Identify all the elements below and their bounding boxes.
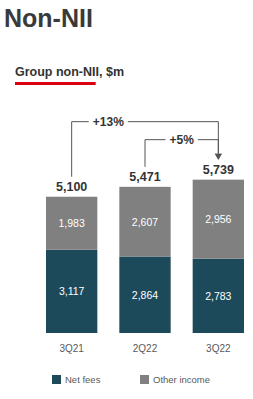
- x-tick-label: 3Q21: [59, 343, 84, 354]
- bar-segment: [119, 187, 170, 257]
- data-labels: 3,117 2,864 2,783 1,983 2,607 2,956: [59, 213, 232, 302]
- bar-segment: [46, 197, 97, 250]
- bars: [46, 180, 244, 333]
- total-label: 5,739: [203, 163, 234, 177]
- data-label: 3,117: [59, 285, 85, 297]
- subtitle: Group non-NII, $m: [15, 65, 124, 79]
- annotation-bracket: [198, 140, 218, 154]
- x-tick: 3Q22: [206, 343, 231, 354]
- annotation-text: +5%: [169, 133, 194, 147]
- data-label: 2,956: [205, 213, 231, 225]
- chart: Non-NII Group non-NII, $m 3,117 2,864 2,783 1…: [0, 0, 253, 399]
- total-label: 5,471: [129, 170, 160, 184]
- bar-segment: [46, 250, 97, 333]
- title: Non-NII: [4, 4, 93, 32]
- total-label: 5,100: [56, 180, 87, 194]
- annotation-arrow: [215, 154, 222, 160]
- annotation-arrow: [215, 154, 222, 160]
- annotation-text: +13%: [93, 115, 124, 129]
- subtitle-underline: [15, 82, 96, 85]
- legend-swatch: [140, 375, 149, 384]
- data-label: 2,864: [132, 289, 158, 301]
- legend-label: Other income: [153, 374, 210, 385]
- bar-segment: [193, 259, 244, 333]
- legend-label: Net fees: [65, 374, 101, 385]
- legend-swatch: [52, 375, 61, 384]
- annotation-bracket: [145, 140, 165, 167]
- x-tick-label: 2Q22: [133, 343, 158, 354]
- data-label: 2,783: [205, 290, 231, 302]
- legend: Net fees Other income: [52, 374, 210, 385]
- x-axis: 3Q21 2Q22 3Q22: [59, 343, 231, 354]
- x-tick: 2Q22: [133, 343, 158, 354]
- bar-segment: [119, 256, 170, 333]
- x-tick: 3Q21: [59, 343, 84, 354]
- totals: 5,100 5,471 5,739: [56, 163, 234, 194]
- bar-segment: [193, 180, 244, 259]
- annotation-bracket: [72, 122, 89, 177]
- x-tick-label: 3Q22: [206, 343, 231, 354]
- annotations: +13% +5%: [72, 115, 222, 177]
- data-label: 1,983: [59, 217, 85, 229]
- data-label: 2,607: [132, 216, 158, 228]
- annotation-bracket: [128, 122, 218, 154]
